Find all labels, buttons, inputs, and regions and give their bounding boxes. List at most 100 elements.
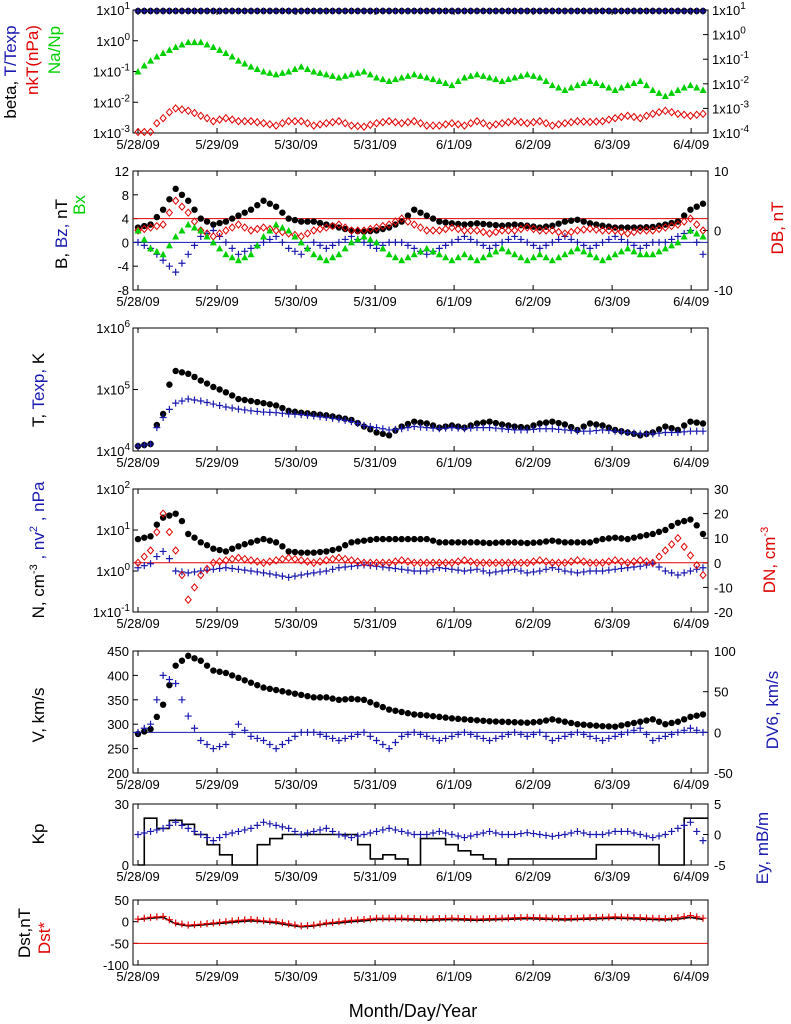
data-point [517,558,525,568]
y-tick-label: 0 [122,915,129,930]
data-point [567,83,575,91]
data-point [241,209,248,216]
data-point [492,568,500,576]
data-point [322,732,330,740]
data-point [617,557,626,566]
data-point [618,535,625,542]
data-point [630,829,638,837]
data-point [184,712,192,720]
data-point [674,238,682,246]
data-point [322,118,330,128]
data-point [341,734,349,742]
data-point [524,222,531,229]
data-point [586,732,594,740]
data-point [203,232,211,240]
data-point [140,62,148,69]
data-point [492,241,500,249]
data-point [404,217,412,226]
data-point [567,247,575,255]
data-point [699,200,707,207]
data-point [580,730,588,738]
data-point [184,38,192,46]
data-point [385,824,393,832]
data-point [492,558,500,568]
data-point [185,197,192,204]
data-point [555,717,562,724]
x-tick-label: 6/4/09 [673,869,709,884]
data-point [636,77,644,85]
data-point [460,425,468,433]
data-point [693,203,700,210]
data-point [178,191,186,198]
data-point [498,226,506,235]
data-point [467,118,475,128]
y-tick-label: 1x102 [96,480,130,497]
data-point [479,915,487,923]
data-point [486,418,493,425]
data-point [423,424,431,432]
data-point [341,235,349,243]
data-point [266,685,274,693]
data-point [272,402,280,409]
data-point [630,79,638,87]
data-point [511,250,519,258]
data-point [228,223,236,232]
data-point [599,256,607,264]
data-point [655,247,663,255]
data-point [542,226,550,235]
data-point [624,81,632,89]
data-point [404,7,412,15]
data-point [278,554,287,564]
data-point [693,220,701,229]
data-point [241,406,249,414]
data-point [454,7,462,15]
data-point [480,539,487,546]
data-point [618,722,625,729]
data-point [304,922,311,930]
data-point [655,914,663,922]
data-point [605,723,613,730]
data-point [693,913,701,921]
data-point [605,913,613,921]
y-axis-title-dst: Dst,nT [15,908,34,958]
data-point [366,423,374,431]
data-point [454,424,462,432]
x-tick-label: 6/2/09 [515,294,551,309]
panel-3: 5/28/09 5/29/09 5/30/09 5/31/09 6/1/09 6/2/09… [96,319,709,470]
y-right-tick-label: 1x10-1 [712,50,750,67]
data-point [253,557,261,566]
data-point [329,695,336,702]
data-point [680,913,688,921]
data-point [479,118,487,128]
data-point [266,200,274,207]
data-point [580,423,587,430]
data-point [617,827,625,835]
data-point [266,820,274,828]
data-point [511,426,519,434]
data-point [567,227,575,237]
data-point [329,241,337,249]
data-point [662,526,669,534]
data-point [680,422,688,429]
data-point [247,824,255,832]
data-point [573,728,581,736]
data-point [153,521,161,528]
y-tick-label: 1x10-2 [93,93,131,110]
data-point [611,113,619,123]
data-point [241,396,248,404]
data-point [366,7,374,15]
data-point [561,718,569,725]
data-point [147,720,155,728]
data-point [347,121,356,130]
data-point [241,253,249,261]
data-point [260,408,268,416]
data-point [574,216,581,223]
data-point [586,567,594,575]
data-point [536,914,544,922]
data-point [285,573,293,581]
data-point [146,127,155,137]
data-point [561,118,569,128]
data-point [203,7,211,15]
data-point [655,734,663,742]
data-point [480,220,487,228]
